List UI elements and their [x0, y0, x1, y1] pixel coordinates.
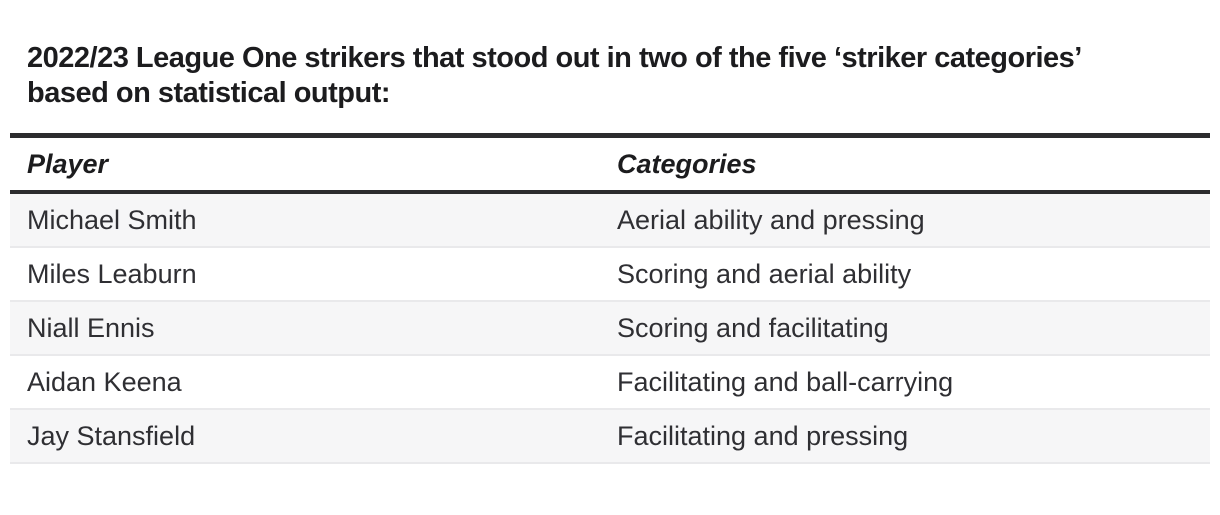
- table-row: Jay Stansfield Facilitating and pressing: [10, 409, 1210, 464]
- player-cell: Niall Ennis: [10, 301, 600, 356]
- table-header: Player Categories: [10, 133, 1210, 194]
- player-cell: Jay Stansfield: [10, 409, 600, 464]
- table-body: Michael Smith Aerial ability and pressing…: [10, 192, 1210, 464]
- table-row: Michael Smith Aerial ability and pressing: [10, 192, 1210, 248]
- categories-cell: Facilitating and ball-carrying: [600, 355, 1210, 410]
- table-header-row: Player Categories: [10, 133, 1210, 194]
- categories-cell: Facilitating and pressing: [600, 409, 1210, 464]
- column-header-categories: Categories: [600, 133, 1210, 194]
- categories-cell: Scoring and facilitating: [600, 301, 1210, 356]
- categories-cell: Scoring and aerial ability: [600, 247, 1210, 302]
- table-row: Niall Ennis Scoring and facilitating: [10, 301, 1210, 356]
- column-header-player: Player: [10, 133, 600, 194]
- striker-categories-table: Player Categories Michael Smith Aerial ab…: [10, 133, 1210, 464]
- page-title-line-1: 2022/23 League One strikers that stood o…: [27, 42, 1082, 74]
- player-cell: Miles Leaburn: [10, 247, 600, 302]
- player-cell: Michael Smith: [10, 192, 600, 248]
- categories-cell: Aerial ability and pressing: [600, 192, 1210, 248]
- table-row: Miles Leaburn Scoring and aerial ability: [10, 247, 1210, 302]
- page-title-line-2: based on statistical output:: [27, 77, 391, 109]
- player-cell: Aidan Keena: [10, 355, 600, 410]
- page-title: 2022/23 League One strikers that stood o…: [27, 41, 1200, 111]
- table-row: Aidan Keena Facilitating and ball-carryin…: [10, 355, 1210, 410]
